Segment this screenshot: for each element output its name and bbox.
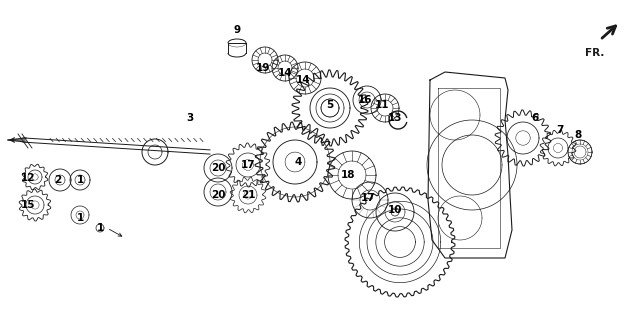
- Text: 16: 16: [358, 95, 372, 105]
- Text: 14: 14: [278, 68, 292, 78]
- Text: 6: 6: [531, 113, 539, 123]
- Text: 10: 10: [388, 205, 402, 215]
- Text: 2: 2: [54, 175, 62, 185]
- Text: 9: 9: [233, 25, 241, 35]
- Text: 3: 3: [187, 113, 194, 123]
- Text: 21: 21: [241, 190, 255, 200]
- Text: 5: 5: [326, 100, 334, 110]
- Text: 11: 11: [375, 100, 389, 110]
- Text: 1: 1: [76, 175, 83, 185]
- Text: 15: 15: [21, 200, 35, 210]
- Text: 14: 14: [296, 75, 310, 85]
- Text: 17: 17: [361, 193, 375, 203]
- Text: 7: 7: [556, 125, 564, 135]
- Text: 19: 19: [256, 63, 270, 73]
- Text: 17: 17: [241, 160, 255, 170]
- Text: FR.: FR.: [585, 48, 605, 58]
- Text: 20: 20: [211, 163, 225, 173]
- Text: 8: 8: [575, 130, 582, 140]
- Text: 13: 13: [388, 113, 402, 123]
- Text: 1: 1: [96, 223, 104, 233]
- Text: 1: 1: [76, 213, 83, 223]
- Text: 4: 4: [294, 157, 302, 167]
- Text: 18: 18: [341, 170, 355, 180]
- Text: 12: 12: [21, 173, 35, 183]
- Text: 20: 20: [211, 190, 225, 200]
